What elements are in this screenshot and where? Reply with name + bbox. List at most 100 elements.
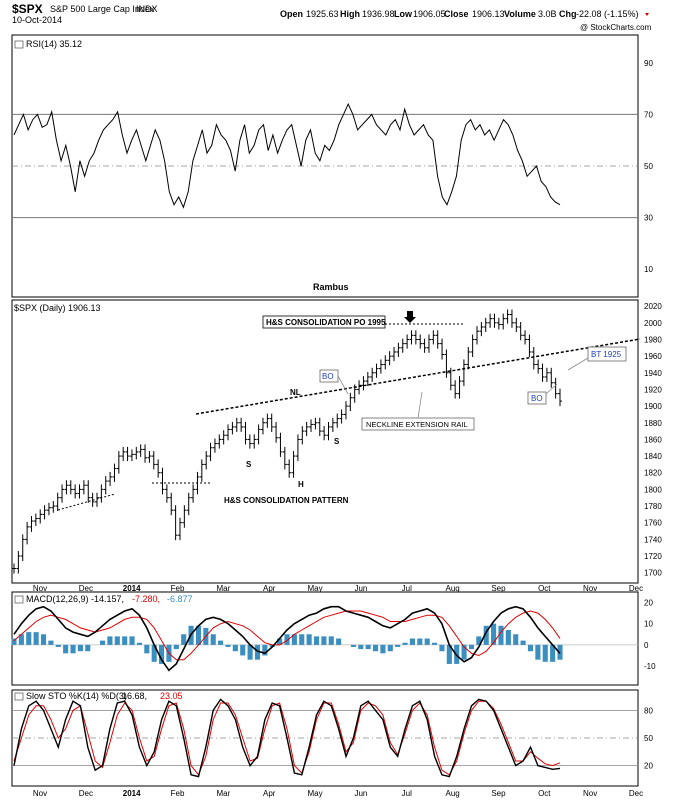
price-bar [265, 413, 270, 428]
rsi-title: RSI(14) 35.12 [26, 39, 82, 49]
price-month-label: Nov [583, 584, 597, 593]
macd-histogram-bar [151, 644, 157, 662]
price-bar [169, 492, 174, 516]
macd-histogram-bar [70, 644, 76, 654]
price-tick-label: 1840 [644, 452, 662, 461]
price-bar [357, 380, 362, 395]
price-bar [335, 413, 340, 428]
macd-histogram-bar [291, 634, 297, 645]
price-bar [339, 409, 344, 424]
macd-histogram-bar [225, 644, 231, 647]
macd-histogram-bar [247, 644, 253, 660]
price-bar [217, 434, 222, 449]
rsi-line [13, 102, 561, 209]
macd-histogram-bar [446, 644, 452, 664]
price-bar [343, 401, 348, 420]
price-bar [461, 359, 466, 387]
price-bar [383, 355, 388, 370]
macd-histogram-bar [262, 644, 268, 656]
sto-month-label: Jul [402, 789, 412, 798]
price-tick-label: 1960 [644, 352, 662, 361]
macd-collapse-icon[interactable] [14, 595, 24, 604]
macd-histogram-bar [254, 644, 261, 660]
chg-value: -22.08 (-1.15%) [576, 9, 639, 19]
price-bar [396, 342, 401, 357]
macd-line [13, 605, 561, 672]
rsi-tick-label: 30 [644, 214, 653, 223]
macd-histogram-bar [144, 644, 150, 654]
price-bar [418, 334, 423, 349]
price-bar [540, 363, 545, 382]
left-shoulder-label: S [246, 460, 252, 469]
macd-histogram-bar [461, 644, 467, 660]
price-bar [234, 417, 239, 432]
price-bar [387, 351, 392, 366]
rsi-tick-label: 90 [644, 59, 653, 68]
bo-pointer-1 [337, 375, 349, 395]
macd-histogram-bar [321, 636, 327, 645]
neckline-label: NL [290, 388, 301, 397]
macd-histogram-bar [40, 634, 47, 645]
price-bar [42, 505, 47, 520]
price-tick-label: 1860 [644, 435, 662, 444]
price-panel: $SPX (Daily) 1906.13 [11, 299, 639, 584]
price-bar [125, 446, 130, 462]
macd-histogram-bar [122, 636, 128, 645]
price-title: $SPX (Daily) 1906.13 [14, 303, 101, 313]
macd-tick-label: 10 [644, 620, 653, 629]
price-bar [247, 434, 252, 449]
price-bar [322, 426, 327, 441]
macd-histogram-bar [11, 638, 17, 645]
price-tick-label: 1700 [644, 569, 662, 578]
price-bar [431, 330, 436, 345]
macd-histogram-bar [468, 644, 475, 650]
sto-month-label: Aug [445, 789, 459, 798]
price-bar [199, 459, 204, 482]
price-bar [16, 551, 21, 574]
price-bar [501, 313, 506, 330]
price-bar [182, 505, 187, 528]
macd-histogram-bar [210, 634, 216, 645]
price-bar [282, 446, 287, 470]
price-bar [304, 421, 309, 437]
price-bar [147, 451, 152, 463]
price-bar [496, 317, 501, 330]
price-bar [274, 421, 279, 443]
price-bar [549, 367, 554, 388]
macd-histogram-bar [365, 644, 371, 650]
macd-signal-line [13, 610, 561, 661]
price-bar [295, 434, 300, 462]
macd-histogram-bar [395, 644, 401, 647]
price-bar [278, 432, 283, 457]
price-bar [309, 419, 314, 432]
panel-collapse-icon[interactable] [14, 40, 24, 49]
macd-histogram-bar [26, 632, 32, 645]
bo-label-2: BO [531, 394, 543, 403]
price-tick-label: 1820 [644, 469, 662, 478]
hs-pattern-label: H&S CONSOLIDATION PATTERN [224, 496, 349, 505]
sto-month-label: Feb [171, 789, 185, 798]
price-month-label: 2014 [123, 584, 141, 593]
price-bar [156, 459, 161, 478]
price-bar [466, 346, 471, 370]
macd-histogram-bar [491, 623, 497, 645]
price-bar [33, 513, 38, 527]
sto-collapse-icon[interactable] [14, 692, 24, 701]
price-bar [252, 434, 257, 449]
neckline-rail-pointer [417, 391, 423, 419]
macd-histogram-bar [114, 636, 120, 645]
high-value: 1936.98 [362, 9, 395, 19]
price-bar [475, 326, 480, 345]
price-month-label: Dec [79, 584, 93, 593]
price-month-label: Sep [491, 584, 506, 593]
price-bar [112, 463, 117, 482]
price-bar [509, 309, 514, 328]
price-bar [86, 480, 91, 503]
early-trendline [57, 493, 116, 511]
price-bar [378, 359, 383, 374]
price-bar [479, 321, 484, 337]
price-bar [326, 421, 331, 441]
price-bar [12, 563, 16, 574]
bo-callout-2 [527, 391, 547, 405]
macd-histogram-bar [181, 634, 187, 645]
